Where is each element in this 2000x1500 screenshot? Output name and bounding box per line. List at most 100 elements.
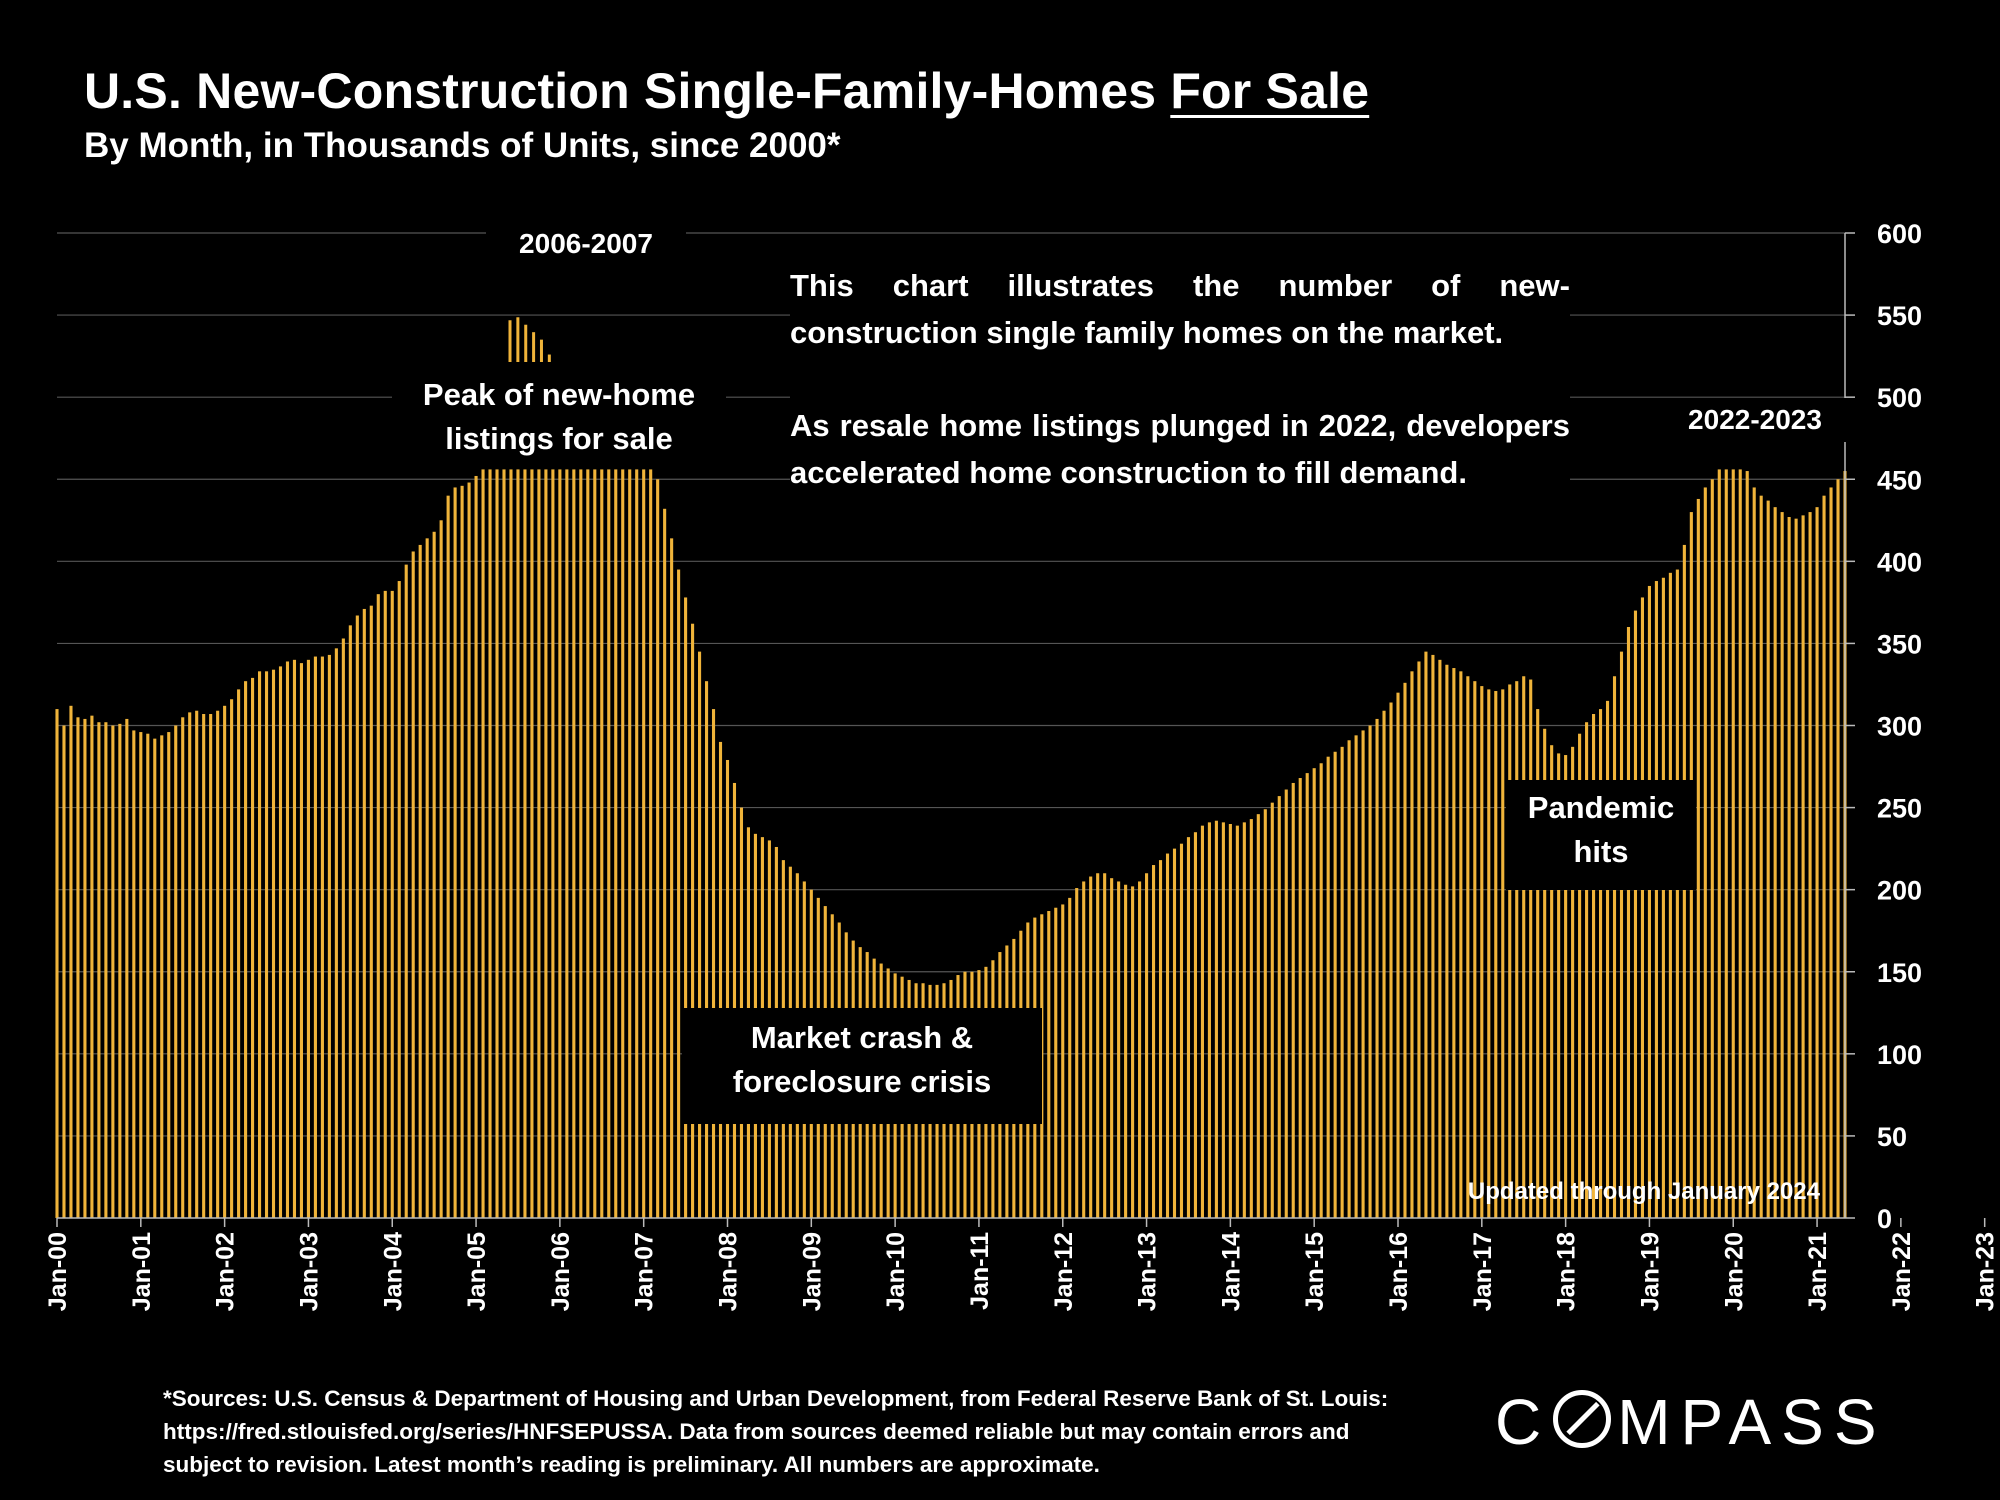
- bar: [1103, 873, 1107, 1218]
- peak-inset-bar: [508, 320, 512, 362]
- description-paragraph-2: As resale home listings plunged in 2022,…: [790, 408, 1570, 490]
- y-tick-label: 150: [1877, 958, 1922, 988]
- bar: [1724, 469, 1728, 1218]
- axes: 0 50 100 150 200 250 300 350 400 450 500 550 600 Jan-…: [44, 219, 2000, 1311]
- bar: [1801, 515, 1805, 1218]
- bar: [292, 659, 297, 1218]
- bar: [1612, 676, 1617, 1218]
- bar: [1473, 681, 1477, 1218]
- bar: [1417, 661, 1421, 1218]
- bar: [160, 735, 164, 1218]
- bar: [425, 538, 429, 1218]
- source-footnote: *Sources: U.S. Census & Department of Ho…: [163, 1386, 1389, 1477]
- bar: [1675, 569, 1679, 1218]
- bar: [1438, 659, 1442, 1218]
- y-tick-label: 300: [1877, 712, 1922, 742]
- y-tick-label: 500: [1877, 383, 1922, 413]
- bar: [1578, 733, 1582, 1218]
- chart-subtitle: By Month, in Thousands of Units, since 2…: [84, 126, 841, 165]
- y-tick-label: 200: [1877, 876, 1922, 906]
- bar: [90, 715, 94, 1218]
- x-tick-label: Jan-04: [379, 1232, 407, 1311]
- bar: [1096, 873, 1100, 1218]
- peak-inset-bar: [547, 354, 551, 362]
- bar: [1361, 730, 1365, 1218]
- x-tick-label: Jan-14: [1217, 1232, 1245, 1311]
- bar: [1165, 853, 1170, 1218]
- x-tick-label: Jan-05: [463, 1232, 491, 1311]
- bar: [1075, 888, 1079, 1218]
- bar: [1592, 714, 1596, 1218]
- bar: [1536, 709, 1540, 1218]
- bar: [1179, 843, 1184, 1218]
- bar: [1263, 809, 1267, 1218]
- y-tick-label: 450: [1877, 465, 1922, 495]
- bar: [278, 666, 283, 1218]
- x-tick-label: Jan-11: [966, 1232, 994, 1310]
- bar: [1717, 469, 1721, 1218]
- bar: [698, 651, 702, 1218]
- bar: [572, 469, 576, 1218]
- bar: [621, 469, 625, 1218]
- crash-annotation-line1: Market crash &: [750, 1020, 974, 1055]
- bar: [1619, 651, 1624, 1218]
- bar: [1466, 676, 1470, 1218]
- bar: [565, 469, 569, 1218]
- bar: [1382, 710, 1386, 1218]
- bar: [369, 605, 373, 1218]
- x-tick-label: Jan-21: [1804, 1232, 1832, 1311]
- bar: [1319, 763, 1323, 1218]
- bar: [1543, 728, 1547, 1218]
- bar: [1487, 689, 1491, 1218]
- bar: [1445, 664, 1449, 1218]
- bar: [355, 615, 359, 1218]
- y-tick-label: 50: [1877, 1122, 1907, 1152]
- peak-years-label: 2006-2007: [486, 222, 686, 266]
- bar: [1661, 577, 1665, 1218]
- bar: [348, 625, 352, 1218]
- bar: [188, 712, 192, 1218]
- bar: [341, 638, 345, 1218]
- bar: [390, 590, 394, 1218]
- bar: [481, 469, 485, 1218]
- crash-annotation-line2: foreclosure crisis: [732, 1064, 992, 1099]
- chart-title: U.S. New-Construction Single-Family-Home…: [84, 62, 1369, 120]
- pandemic-annotation-line2: hits: [1573, 834, 1629, 869]
- bar: [209, 714, 213, 1218]
- bar: [1291, 782, 1295, 1218]
- bar: [1564, 755, 1568, 1218]
- bar: [244, 681, 248, 1218]
- bar: [167, 732, 171, 1218]
- bar: [1668, 572, 1672, 1218]
- bar: [418, 544, 422, 1218]
- bar: [320, 656, 324, 1218]
- bar: [509, 469, 513, 1218]
- bar: [1298, 778, 1302, 1218]
- x-tick-label: Jan-07: [631, 1232, 659, 1311]
- bar: [516, 469, 520, 1218]
- peak-inset-bars: [508, 317, 551, 362]
- bar: [691, 623, 695, 1218]
- bar: [1480, 686, 1484, 1218]
- bar: [1550, 745, 1554, 1218]
- x-tick-label: Jan-13: [1134, 1232, 1162, 1311]
- bar: [1571, 746, 1575, 1218]
- x-tick-label: Jan-19: [1636, 1232, 1664, 1311]
- bar: [432, 531, 436, 1218]
- bar: [684, 597, 688, 1218]
- bar: [635, 469, 639, 1218]
- x-tick-label: Jan-06: [547, 1232, 575, 1311]
- bar: [551, 469, 555, 1218]
- bar: [411, 551, 415, 1218]
- bar: [1529, 679, 1533, 1218]
- bar: [628, 469, 632, 1218]
- peak-annotation: Peak of new-home listings for sale: [392, 371, 726, 459]
- bar: [725, 759, 730, 1218]
- y-tick-label: 600: [1877, 219, 1922, 249]
- bar: [1836, 479, 1840, 1218]
- bar: [1794, 518, 1798, 1218]
- bar: [1047, 911, 1051, 1218]
- bar: [1242, 822, 1246, 1218]
- x-tick-label: Jan-00: [44, 1232, 72, 1311]
